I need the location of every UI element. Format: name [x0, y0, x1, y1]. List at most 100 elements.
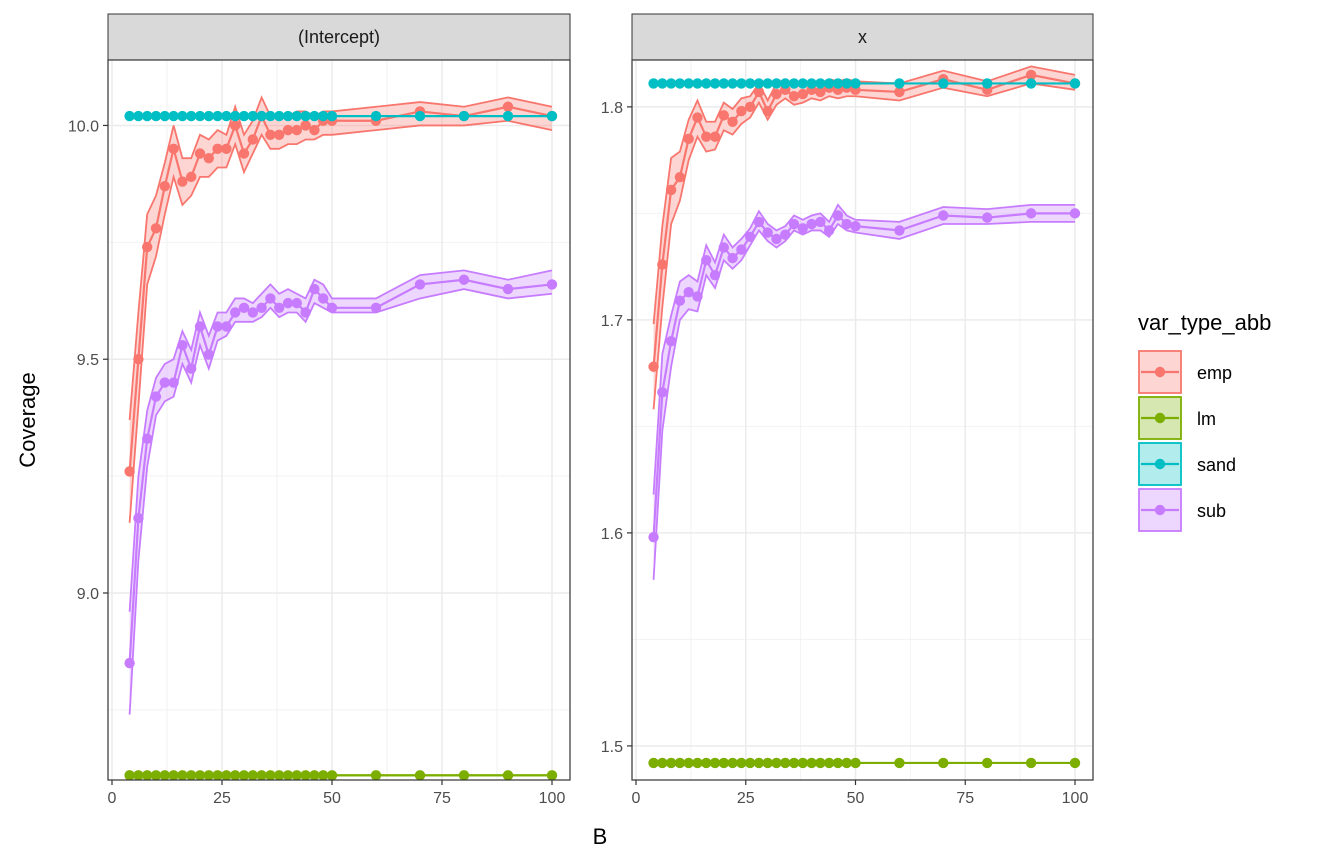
point-sand	[788, 78, 800, 89]
point-sub	[186, 363, 197, 374]
point-sub	[370, 302, 382, 313]
point-lm	[1069, 757, 1081, 769]
point-lm	[458, 770, 470, 781]
point-lm	[841, 757, 852, 769]
point-sub	[788, 218, 800, 230]
point-sub	[309, 283, 320, 295]
x-tick-label: 50	[323, 790, 341, 807]
point-sand	[841, 78, 852, 89]
point-lm	[300, 770, 311, 781]
point-sub	[414, 279, 426, 290]
point-sand	[265, 110, 276, 122]
point-sand	[815, 78, 826, 89]
point-sand	[309, 110, 320, 122]
point-lm	[753, 757, 765, 769]
point-sand	[736, 78, 747, 89]
point-sub	[938, 210, 949, 221]
point-sub	[221, 321, 232, 332]
point-lm	[806, 757, 817, 769]
point-sand	[186, 110, 197, 122]
point-sand	[771, 78, 782, 89]
point-sub	[168, 377, 179, 388]
panels: (Intercept) 0 25 50 75 100 9.0 9.5 10.0 x 0 25 50 75 1…	[68, 13, 1094, 807]
point-emp	[291, 124, 302, 136]
point-lm	[309, 770, 320, 781]
x-tick-label: 100	[1062, 790, 1089, 807]
point-sub	[318, 293, 329, 304]
point-sand	[648, 78, 659, 89]
point-lm	[982, 757, 993, 769]
point-sub	[657, 387, 668, 398]
point-sub	[300, 307, 311, 318]
point-lm	[832, 757, 844, 769]
point-lm	[1025, 757, 1037, 769]
point-sand	[230, 110, 241, 122]
point-sand	[753, 78, 765, 89]
point-emp	[788, 91, 800, 102]
point-sub	[832, 210, 844, 221]
x-tick-label: 75	[433, 790, 451, 807]
y-tick-label: 1.8	[601, 100, 623, 117]
point-lm	[744, 757, 756, 769]
point-lm	[788, 757, 800, 769]
point-lm	[142, 770, 153, 781]
point-lm	[815, 757, 826, 769]
point-emp	[815, 86, 826, 98]
point-lm	[370, 770, 382, 781]
panel-1: (Intercept) 0 25 50 75 100 9.0 9.5 10.0	[68, 13, 571, 807]
point-sub	[850, 220, 861, 232]
point-lm	[186, 770, 197, 781]
point-lm	[894, 757, 905, 769]
legend-swatch-point	[1154, 366, 1166, 378]
point-emp	[736, 105, 747, 117]
legend-label: lm	[1197, 409, 1216, 429]
point-sub	[326, 302, 338, 313]
point-sand	[982, 78, 993, 89]
point-emp	[894, 86, 905, 98]
point-sand	[823, 78, 835, 89]
point-sub	[142, 433, 153, 444]
point-sub	[238, 302, 250, 313]
point-lm	[291, 770, 302, 781]
point-sub	[674, 295, 686, 306]
point-lm	[238, 770, 250, 781]
point-emp	[718, 110, 729, 121]
point-sand	[832, 78, 844, 89]
point-sand	[665, 78, 677, 89]
x-tick-label: 0	[108, 790, 117, 807]
point-emp	[1025, 69, 1037, 81]
series-sand	[124, 110, 558, 122]
point-sand	[326, 110, 338, 122]
point-lm	[247, 770, 258, 781]
point-emp	[282, 124, 294, 136]
point-sand	[850, 78, 861, 89]
point-lm	[657, 757, 668, 769]
point-emp	[300, 120, 311, 131]
point-lm	[546, 770, 558, 781]
legend-key-sub: sub	[1138, 488, 1226, 532]
point-sub	[124, 657, 135, 669]
point-lm	[168, 770, 179, 781]
point-sub	[133, 512, 144, 524]
point-sub	[458, 274, 470, 285]
point-sand	[142, 110, 153, 122]
ribbon-edge-hi-sub	[652, 203, 1075, 495]
panel-border	[107, 59, 571, 781]
legend-keys: emp lm sand sub	[1138, 350, 1236, 532]
point-sand	[221, 110, 232, 122]
facet-strip	[631, 13, 1094, 61]
point-sub	[194, 321, 206, 332]
y-tick-label: 1.7	[601, 313, 623, 330]
legend: var_type_abb emp lm sand sub	[1138, 310, 1271, 532]
point-lm	[274, 770, 285, 781]
point-lm	[727, 757, 738, 769]
ribbon-edge-hi-sub	[128, 269, 553, 612]
point-lm	[203, 770, 214, 781]
point-emp	[674, 171, 686, 183]
point-emp	[648, 361, 659, 372]
point-sub	[736, 244, 747, 255]
point-sub	[282, 297, 294, 309]
point-sub	[247, 307, 258, 318]
x-tick-label: 75	[956, 790, 974, 807]
